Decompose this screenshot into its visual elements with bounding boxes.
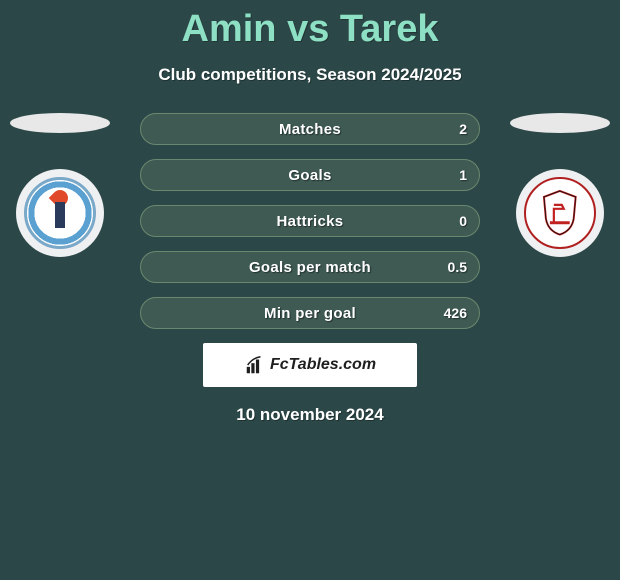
player-right-silhouette [510, 113, 610, 133]
stat-label: Goals [288, 167, 331, 184]
stat-label: Matches [279, 121, 341, 138]
player-left-silhouette [10, 113, 110, 133]
club-badge-left [16, 169, 104, 257]
stat-label: Min per goal [264, 305, 356, 322]
stat-right-value: 0.5 [448, 259, 467, 275]
stat-label: Goals per match [249, 259, 371, 276]
brand-badge: FcTables.com [203, 343, 417, 387]
page-subtitle: Club competitions, Season 2024/2025 [0, 65, 620, 85]
bar-chart-icon [244, 354, 266, 376]
brand-text: FcTables.com [270, 356, 376, 374]
stat-row: Goals per match 0.5 [140, 251, 480, 283]
stat-row: Matches 2 [140, 113, 480, 145]
stat-row: Goals 1 [140, 159, 480, 191]
comparison-panel: Matches 2 Goals 1 Hattricks 0 Goals per … [0, 113, 620, 425]
club-badge-right [516, 169, 604, 257]
stat-row: Min per goal 426 [140, 297, 480, 329]
stat-right-value: 0 [459, 213, 467, 229]
stat-row: Hattricks 0 [140, 205, 480, 237]
stat-label: Hattricks [277, 213, 344, 230]
date-label: 10 november 2024 [0, 405, 620, 425]
stat-right-value: 2 [459, 121, 467, 137]
stat-right-value: 1 [459, 167, 467, 183]
zamalek-crest-icon [524, 177, 596, 249]
smouha-crest-icon [24, 177, 96, 249]
stat-right-value: 426 [444, 305, 467, 321]
stats-list: Matches 2 Goals 1 Hattricks 0 Goals per … [140, 113, 480, 329]
page-title: Amin vs Tarek [0, 0, 620, 51]
